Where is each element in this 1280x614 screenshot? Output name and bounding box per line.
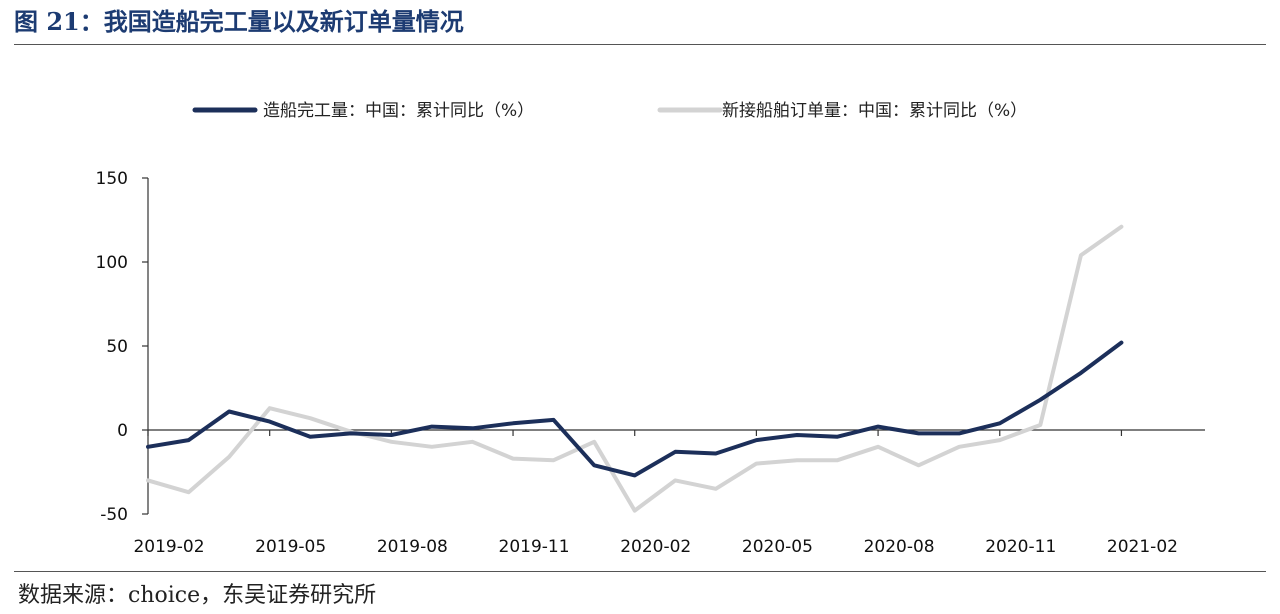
figure-title: 图 21：我国造船完工量以及新订单量情况: [14, 7, 464, 36]
x-tick-label: 2019-02: [133, 537, 204, 557]
line-chart: 造船完工量：中国：累计同比（%） 新接船舶订单量：中国：累计同比（%） -50 0 5…: [96, 101, 1205, 557]
series-line-2: [146, 224, 1124, 513]
series-line-1: [146, 340, 1124, 478]
legend-label-2: 新接船舶订单量：中国：累计同比（%）: [722, 101, 1027, 121]
x-tick-label: 2021-02: [1107, 537, 1178, 557]
x-tick-label: 2020-08: [864, 537, 935, 557]
data-source: 数据来源：choice，东吴证券研究所: [18, 583, 377, 608]
chart-axes: -50 0 50 100 150 2019-02 2019-05 2019-08 2019-11…: [96, 169, 1205, 557]
chart-legend: 造船完工量：中国：累计同比（%） 新接船舶订单量：中国：累计同比（%）: [192, 101, 1027, 121]
chart-series: [146, 224, 1124, 513]
source-divider: [14, 571, 1266, 572]
y-tick-label: 50: [106, 337, 128, 357]
y-tick-label: 0: [117, 421, 128, 441]
y-tick-label: -50: [100, 505, 128, 525]
y-tick-label: 150: [96, 169, 128, 189]
y-tick-label: 100: [96, 253, 128, 273]
x-tick-label: 2019-08: [377, 537, 448, 557]
x-tick-label: 2020-11: [985, 537, 1056, 557]
x-tick-label: 2020-02: [620, 537, 691, 557]
title-divider: [14, 44, 1266, 45]
x-tick-label: 2019-05: [255, 537, 326, 557]
x-tick-label: 2019-11: [499, 537, 570, 557]
legend-label-1: 造船完工量：中国：累计同比（%）: [263, 101, 534, 121]
x-tick-label: 2020-05: [742, 537, 813, 557]
